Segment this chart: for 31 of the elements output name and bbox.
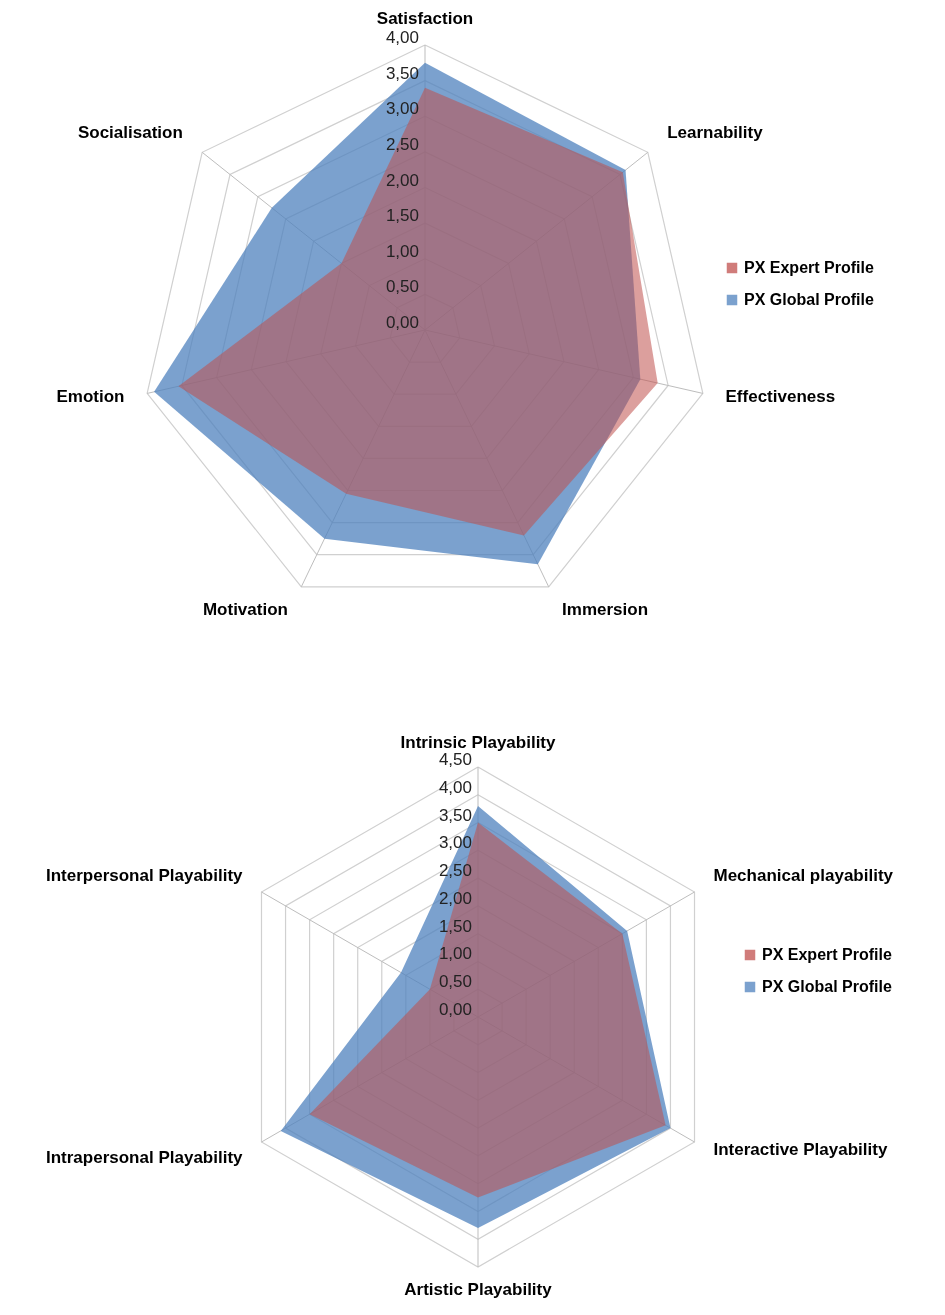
spoke-label: Effectiveness <box>725 387 836 407</box>
spoke-label: Intrinsic Playability <box>400 733 557 752</box>
spoke-label: Mechanical playability <box>713 865 894 885</box>
y-tick-label: 2,00 <box>385 170 419 190</box>
spoke-label: Intrapersonal Playability <box>45 1147 244 1167</box>
y-tick-label: 4,00 <box>385 28 419 47</box>
legend-label: PX Global Profile <box>762 978 892 995</box>
spoke-label: Emotion <box>56 387 125 407</box>
spoke-label: Interactive Playability <box>713 1139 888 1159</box>
y-tick-label: 3,50 <box>438 805 472 825</box>
y-tick-label: 0,00 <box>438 1000 472 1019</box>
y-tick-label: 4,00 <box>438 777 472 797</box>
y-tick-label: 3,00 <box>385 99 419 119</box>
y-tick-label: 0,00 <box>385 313 419 332</box>
legend-label: PX Expert Profile <box>762 946 892 963</box>
y-tick-label: 0,50 <box>385 277 419 297</box>
y-tick-label: 0,50 <box>438 972 472 992</box>
y-tick-label: 2,00 <box>438 888 472 908</box>
spoke-label: Socialisation <box>77 122 183 142</box>
y-tick-label: 4,50 <box>438 750 472 769</box>
y-tick-label: 1,00 <box>438 944 472 964</box>
spoke-label: Learnability <box>667 122 764 142</box>
legend-label: PX Global Profile <box>744 291 874 308</box>
spoke-label: Interpersonal Playability <box>45 865 244 885</box>
spoke-label: Immersion <box>562 600 649 620</box>
legend-label: PX Expert Profile <box>744 259 874 276</box>
y-tick-label: 1,00 <box>385 241 419 261</box>
spoke-label: Artistic Playability <box>404 1280 553 1299</box>
y-tick-label: 1,50 <box>385 206 419 226</box>
spoke-label: Satisfaction <box>376 8 474 28</box>
spoke-label: Motivation <box>202 600 288 620</box>
